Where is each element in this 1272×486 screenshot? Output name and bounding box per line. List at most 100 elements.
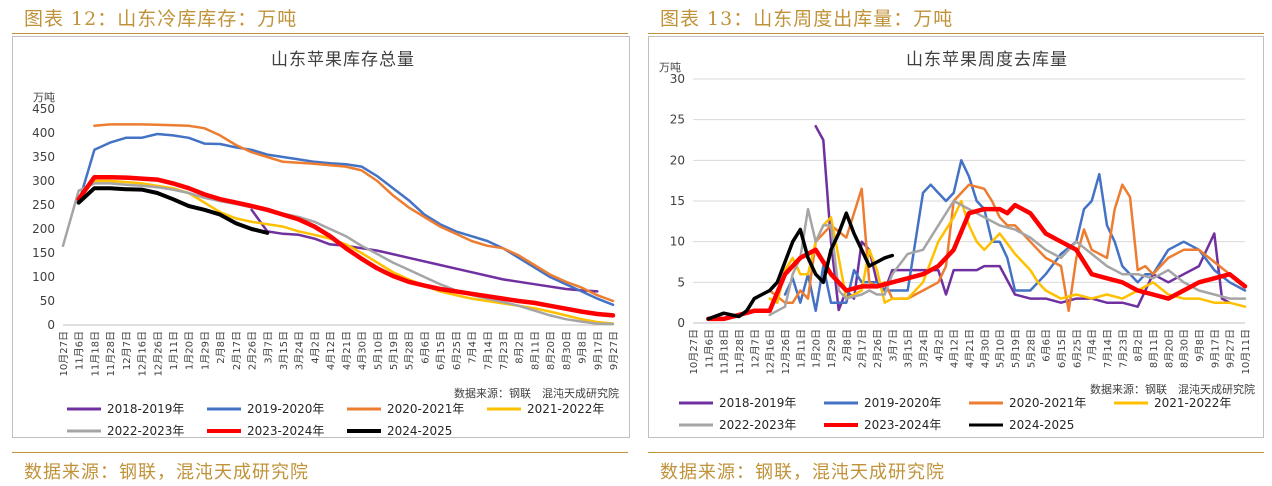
x-tick-label: 5月19日 xyxy=(388,331,400,370)
x-tick-label: 11月18日 xyxy=(719,329,731,374)
figure-title: 图表 13：山东周度出库量：万吨 xyxy=(660,8,954,30)
y-tick-label: 150 xyxy=(32,246,55,260)
footer-rule xyxy=(12,452,628,453)
legend-label: 2019-2020年 xyxy=(247,402,324,416)
x-tick-label: 3月24日 xyxy=(918,329,930,368)
x-tick-label: 4月21日 xyxy=(964,329,976,368)
chart-title: 山东苹果库存总量 xyxy=(271,50,415,70)
figure-13-panel: 图表 13：山东周度出库量：万吨 0 5 10 15 20 25 30 万吨 山东苹果周度去库量… xyxy=(636,0,1272,486)
legend-label: 2023-2024年 xyxy=(864,418,941,432)
y-tick-label: 100 xyxy=(32,270,55,284)
x-tick-label: 9月27日 xyxy=(608,331,620,370)
x-tick-label: 12月7日 xyxy=(121,331,133,370)
x-tick-label: 3月15日 xyxy=(903,329,915,368)
y-unit-label: 万吨 xyxy=(33,91,55,104)
legend-label: 2020-2021年 xyxy=(387,402,464,416)
series-line-2024-2025 xyxy=(76,186,270,235)
x-tick-label: 9月27日 xyxy=(1225,329,1237,368)
x-tick-label: 6月25日 xyxy=(451,331,463,370)
x-tick-label: 8月2日 xyxy=(514,331,526,364)
x-tick-label: 6月15日 xyxy=(435,331,447,370)
x-tick-label: 4月2日 xyxy=(933,329,945,362)
x-tick-label: 7月14日 xyxy=(482,331,494,370)
x-tick-label: 1月11日 xyxy=(168,331,180,370)
x-tick-label: 7月14日 xyxy=(1102,329,1114,368)
x-tick-label: 11月18日 xyxy=(89,331,101,376)
x-tick-label: 9月8日 xyxy=(1194,329,1206,362)
footer-rule xyxy=(648,452,1264,453)
x-tick-label: 4月2日 xyxy=(309,331,321,364)
x-tick-label: 3月7日 xyxy=(262,331,274,364)
x-tick-label: 3月7日 xyxy=(887,329,899,362)
x-tick-label: 7月4日 xyxy=(467,331,479,364)
x-tick-label: 6月25日 xyxy=(1071,329,1083,368)
x-tick-label: 9月17日 xyxy=(592,331,604,370)
x-tick-label: 4月21日 xyxy=(341,331,353,370)
series-line-2018-2019年 xyxy=(250,208,599,293)
inventory-chart-box: 0 50 100 150 200 250 300 350 400 450 万吨 山东苹果库存总量 10月… xyxy=(12,36,630,438)
legend-label: 2023-2024年 xyxy=(247,424,324,438)
chart-title: 山东苹果周度去库量 xyxy=(906,50,1068,70)
x-tick-label: 8月11日 xyxy=(529,331,541,370)
x-tick-label: 10月27日 xyxy=(58,331,70,376)
series-line-2020-2021年 xyxy=(93,123,615,303)
series-line-2019-2020年 xyxy=(783,159,1247,313)
x-tick-label: 5月10日 xyxy=(372,331,384,370)
x-tick-label: 5月19日 xyxy=(1010,329,1022,368)
y-tick-label: 5 xyxy=(677,275,685,289)
x-tick-label: 5月28日 xyxy=(1025,329,1037,368)
figure-source: 数据来源：钢联，混沌天成研究院 xyxy=(24,462,309,483)
x-tick-label: 12月26日 xyxy=(780,329,792,374)
x-tick-label: 6月6日 xyxy=(419,331,431,364)
title-rule xyxy=(648,33,1264,34)
x-tick-label: 1月29日 xyxy=(826,329,838,368)
outbound-chart-box: 0 5 10 15 20 25 30 万吨 山东苹果周度去库量 10月27日 11月6日 11月18日… xyxy=(648,36,1264,438)
chart-source-note: 数据来源：钢联 混沌天成研究院 xyxy=(1090,382,1255,396)
x-tick-label: 11月6日 xyxy=(74,331,86,370)
y-tick-label: 350 xyxy=(32,150,55,164)
x-tick-label: 2月26日 xyxy=(872,329,884,368)
y-tick-label: 0 xyxy=(677,316,685,330)
series-line-2022-2023年 xyxy=(768,199,1247,317)
x-tick-label: 1月29日 xyxy=(199,331,211,370)
x-tick-label: 8月20日 xyxy=(1163,329,1175,368)
x-tick-label: 2月26日 xyxy=(247,331,259,370)
figure-source: 数据来源：钢联，混沌天成研究院 xyxy=(660,462,945,483)
legend-label: 2021-2022年 xyxy=(1154,396,1231,410)
legend-label: 2022-2023年 xyxy=(107,424,184,438)
x-tick-label: 12月7日 xyxy=(749,329,761,368)
y-tick-label: 25 xyxy=(670,113,685,127)
series-line-2019-2020年 xyxy=(77,132,615,307)
x-tick-label: 7月23日 xyxy=(498,331,510,370)
x-tick-label: 2月8日 xyxy=(841,329,853,362)
x-tick-label: 7月23日 xyxy=(1117,329,1129,368)
legend-label: 2020-2021年 xyxy=(1009,396,1086,410)
y-tick-label: 15 xyxy=(670,194,685,208)
x-tick-label: 10月11日 xyxy=(1240,329,1252,374)
x-tick-label: 4月12日 xyxy=(949,329,961,368)
y-tick-label: 250 xyxy=(32,198,55,212)
y-tick-label: 10 xyxy=(670,235,685,249)
x-tick-label: 11月6日 xyxy=(703,329,715,368)
legend-label: 2018-2019年 xyxy=(719,396,796,410)
x-tick-label: 5月10日 xyxy=(995,329,1007,368)
x-tick-label: 4月30日 xyxy=(979,329,991,368)
chart-source-note: 数据来源：钢联 混沌天成研究院 xyxy=(454,386,619,400)
x-tick-label: 9月17日 xyxy=(1209,329,1221,368)
y-tick-label: 50 xyxy=(40,294,55,308)
figure-title: 图表 12：山东冷库库存：万吨 xyxy=(24,8,298,30)
x-tick-label: 8月20日 xyxy=(545,331,557,370)
legend-label: 2019-2020年 xyxy=(864,396,941,410)
x-tick-label: 10月27日 xyxy=(688,329,700,374)
x-tick-label: 7月4日 xyxy=(1087,329,1099,362)
x-tick-label: 11月28日 xyxy=(105,331,117,376)
y-tick-label: 300 xyxy=(32,174,55,188)
x-tick-label: 12月26日 xyxy=(152,331,164,376)
title-rule xyxy=(12,33,628,34)
y-tick-label: 0 xyxy=(47,318,55,332)
figure-12-panel: 图表 12：山东冷库库存：万吨 0 50 100 150 200 250 300 350 400… xyxy=(12,8,630,483)
x-tick-label: 6月15日 xyxy=(1056,329,1068,368)
x-tick-label: 3月24日 xyxy=(294,331,306,370)
